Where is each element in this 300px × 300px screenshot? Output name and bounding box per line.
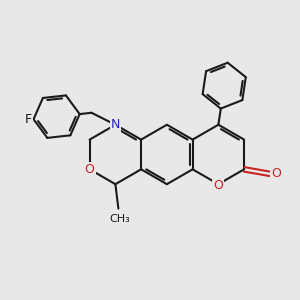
Text: N: N bbox=[111, 118, 120, 131]
Text: O: O bbox=[213, 179, 223, 192]
Text: O: O bbox=[85, 163, 94, 176]
Text: F: F bbox=[25, 113, 32, 126]
Text: CH₃: CH₃ bbox=[110, 214, 130, 224]
Text: O: O bbox=[272, 167, 281, 180]
